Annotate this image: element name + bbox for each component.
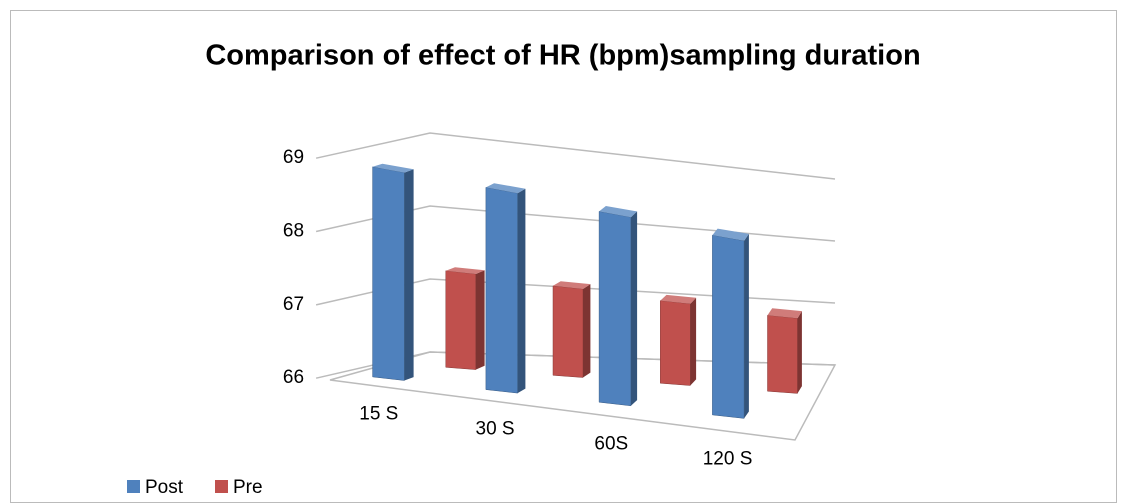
x-tick-label: 60S [594,433,628,454]
x-tick-label: 30 S [476,418,515,439]
y-tick-label: 68 [283,221,304,242]
bar [712,228,749,419]
bar [598,206,638,407]
bar-front [598,211,632,407]
x-tick-label: 120 S [703,448,753,469]
legend-label: Pre [233,477,263,498]
bar-front [485,187,518,394]
bar-top [767,308,802,319]
grid-line [315,132,836,180]
grid-line [315,205,836,242]
bar [552,281,591,378]
bar-top [712,228,749,241]
x-tick-label: 15 S [359,403,398,424]
legend-swatch [215,480,228,493]
y-tick-label: 66 [283,367,304,388]
bar-side [797,311,802,394]
bar-front [372,166,405,381]
bar-side [475,270,485,370]
bar-front [660,300,691,386]
bar-front [767,314,798,394]
bar-front [552,285,584,378]
bar [660,294,697,386]
bar-top [553,281,591,289]
bar-side [517,188,526,394]
bar-side [744,233,749,419]
grid-line [315,278,836,306]
legend-label: Post [145,477,184,498]
bar-front [445,270,477,370]
bar [767,308,802,394]
bar-top [660,294,697,304]
bar-top [599,206,638,218]
bar [445,267,485,370]
chart-border [10,10,1117,503]
bar-side [690,297,697,386]
bar-top [372,163,414,173]
grid-line [315,351,836,379]
bar-side [404,169,414,381]
chart-title: Comparison of effect of HR (bpm)sampling… [205,40,920,72]
bar-side [630,211,638,406]
bar [485,183,526,394]
legend-swatch [127,480,140,493]
bar-top [445,267,485,274]
bar-top [485,183,526,194]
bar-front [712,234,745,419]
bar [372,163,414,381]
bar-side [583,284,591,378]
y-tick-label: 69 [283,147,304,168]
y-tick-label: 67 [283,294,304,315]
